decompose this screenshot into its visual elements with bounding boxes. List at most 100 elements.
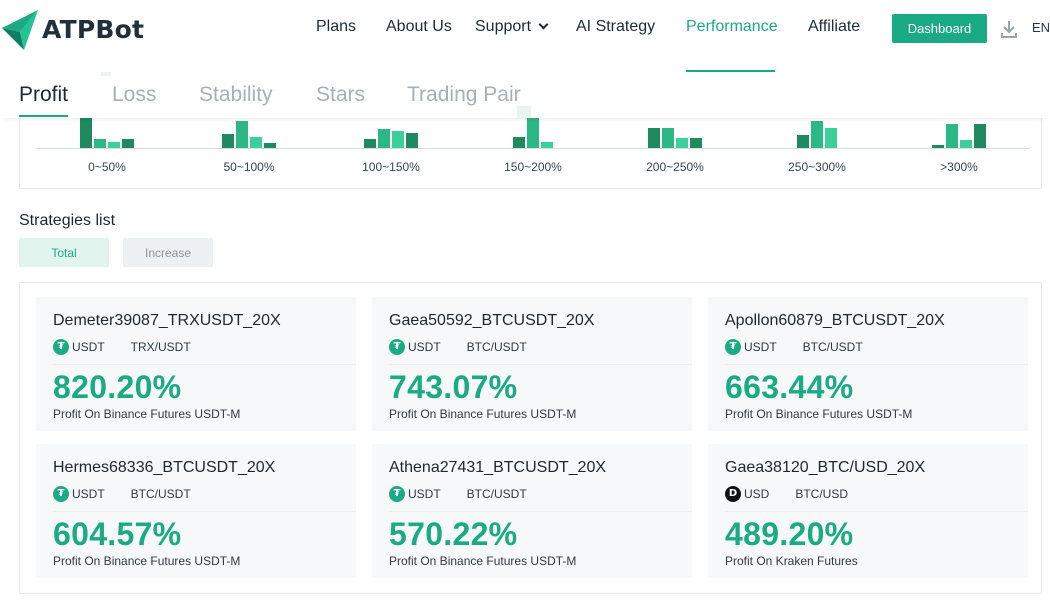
strategy-description: Profit On Binance Futures USDT-M	[53, 554, 241, 568]
strategy-card[interactable]: Apollon60879_BTCUSDT_20X ₮ USDT BTC/USDT 663…	[708, 297, 1028, 431]
strategy-name: Athena27431_BTCUSDT_20X	[389, 459, 607, 476]
strategy-coin: USD	[744, 486, 770, 501]
strategy-coin: USDT	[72, 486, 105, 501]
nav-support[interactable]: Support	[475, 18, 549, 36]
histogram-category-label: 150~200%	[504, 160, 562, 174]
strategy-pair: BTC/USDT	[802, 339, 863, 354]
tab-trading-pair[interactable]: Trading Pair	[407, 83, 521, 106]
histogram-bar	[264, 143, 276, 148]
tab-loss[interactable]: Loss	[112, 83, 157, 106]
strategy-card[interactable]: Demeter39087_TRXUSDT_20X ₮ USDT TRX/USDT 820…	[36, 297, 356, 431]
atpbot-logo-icon	[2, 10, 38, 50]
tab-stars[interactable]: Stars	[316, 83, 366, 106]
strategy-coin: USDT	[744, 339, 777, 354]
strategy-pair: BTC/USDT	[130, 486, 191, 501]
histogram-bar	[690, 138, 702, 148]
chart-peek	[101, 72, 111, 76]
filter-total-button[interactable]: Total	[19, 238, 109, 267]
histogram-bar	[108, 142, 120, 148]
histogram-category-label: 200~250%	[646, 160, 704, 174]
histogram-category-label: 0~50%	[88, 160, 126, 174]
tab-stability[interactable]: Stability	[199, 83, 273, 106]
strategy-meta: ₮ USDT BTC/USDT	[389, 485, 527, 502]
histogram-bar	[378, 129, 390, 148]
histogram-bar	[250, 137, 262, 148]
strategies-list: Demeter39087_TRXUSDT_20X ₮ USDT TRX/USDT 820…	[19, 282, 1042, 594]
nav-performance[interactable]: Performance	[686, 18, 778, 35]
strategy-name: Demeter39087_TRXUSDT_20X	[53, 312, 281, 329]
strategy-card[interactable]: Hermes68336_BTCUSDT_20X ₮ USDT BTC/USDT 604.…	[36, 444, 356, 578]
histogram-bar	[406, 133, 418, 148]
filter-increase-button[interactable]: Increase	[123, 238, 213, 267]
chart-peek	[517, 106, 531, 118]
tether-icon: ₮	[725, 338, 741, 355]
strategy-description: Profit On Binance Futures USDT-M	[53, 407, 241, 421]
strategy-coin: USDT	[72, 339, 105, 354]
strategy-pair: BTC/USDT	[466, 339, 527, 354]
strategy-card[interactable]: Athena27431_BTCUSDT_20X ₮ USDT BTC/USDT 570.…	[372, 444, 692, 578]
strategy-coin: USDT	[408, 486, 441, 501]
strategy-meta: D USD BTC/USD	[725, 485, 848, 502]
strategy-description: Profit On Binance Futures USDT-M	[389, 407, 577, 421]
nav-support-label: Support	[475, 18, 532, 35]
histogram-bar	[825, 128, 837, 148]
strategy-profit-percent: 570.22%	[389, 516, 518, 552]
tether-icon: ₮	[53, 485, 69, 502]
strategy-meta: ₮ USDT BTC/USDT	[53, 485, 191, 502]
strategy-card[interactable]: Gaea50592_BTCUSDT_20X ₮ USDT BTC/USDT 743.07…	[372, 297, 692, 431]
language-selector[interactable]: EN	[1032, 20, 1050, 35]
dashboard-button[interactable]: Dashboard	[892, 14, 987, 43]
histogram-category-label: >300%	[940, 160, 978, 174]
histogram-bar	[364, 139, 376, 148]
tab-active-indicator	[19, 115, 68, 117]
strategy-name: Apollon60879_BTCUSDT_20X	[725, 312, 945, 329]
histogram-category-label: 50~100%	[223, 160, 274, 174]
histogram-bar	[94, 139, 106, 148]
strategy-pair: BTC/USD	[795, 486, 849, 501]
histogram-bar	[932, 145, 944, 148]
card-divider	[53, 511, 356, 512]
strategy-profit-percent: 663.44%	[725, 369, 854, 405]
brand-name: ATPBot	[42, 14, 145, 44]
nav-ai-strategy[interactable]: AI Strategy	[576, 18, 656, 35]
card-divider	[389, 511, 692, 512]
nav-about-us[interactable]: About Us	[386, 18, 452, 35]
brand-logo[interactable]: ATPBot	[0, 6, 144, 52]
tether-icon: ₮	[53, 338, 69, 355]
tether-icon: ₮	[389, 338, 405, 355]
histogram-bar	[513, 137, 525, 148]
histogram-bar	[662, 128, 674, 148]
strategy-name: Gaea50592_BTCUSDT_20X	[389, 312, 595, 329]
tab-profit[interactable]: Profit	[19, 83, 69, 106]
nav-affiliate[interactable]: Affiliate	[808, 18, 861, 35]
strategy-description: Profit On Binance Futures USDT-M	[389, 554, 577, 568]
strategy-coin: USDT	[408, 339, 441, 354]
histogram-bar	[236, 121, 248, 148]
histogram-bar	[974, 124, 986, 148]
histogram-bar	[392, 131, 404, 148]
strategy-profit-percent: 604.57%	[53, 516, 182, 552]
histogram-category-label: 100~150%	[362, 160, 420, 174]
distribution-chart-svg: 0~50% 50~100% 100~150% 150~200% 200~250% 250~…	[36, 106, 1030, 174]
strategy-description: Profit On Binance Futures USDT-M	[725, 407, 913, 421]
ranking-tabs: Profit Loss Stability Stars Trading Pair	[0, 72, 1050, 118]
download-icon[interactable]	[999, 19, 1019, 39]
usd-coin-icon: D	[725, 485, 741, 502]
card-divider	[725, 364, 1028, 365]
strategy-name: Hermes68336_BTCUSDT_20X	[53, 459, 276, 476]
histogram-category-label: 250~300%	[788, 160, 846, 174]
strategy-card[interactable]: Gaea38120_BTC/USD_20X D USD BTC/USD 489.20% P…	[708, 444, 1028, 578]
strategy-profit-percent: 820.20%	[53, 369, 182, 405]
tether-icon: ₮	[389, 485, 405, 502]
histogram-bar	[960, 140, 972, 148]
strategy-description: Profit On Kraken Futures	[725, 554, 858, 568]
card-divider	[725, 511, 1028, 512]
strategy-pair: BTC/USDT	[466, 486, 527, 501]
histogram-bar	[797, 135, 809, 148]
nav-plans[interactable]: Plans	[316, 18, 357, 35]
strategy-meta: ₮ USDT TRX/USDT	[53, 338, 191, 355]
chevron-down-icon	[538, 19, 549, 30]
histogram-bar	[648, 128, 660, 148]
histogram-bar	[122, 139, 134, 148]
